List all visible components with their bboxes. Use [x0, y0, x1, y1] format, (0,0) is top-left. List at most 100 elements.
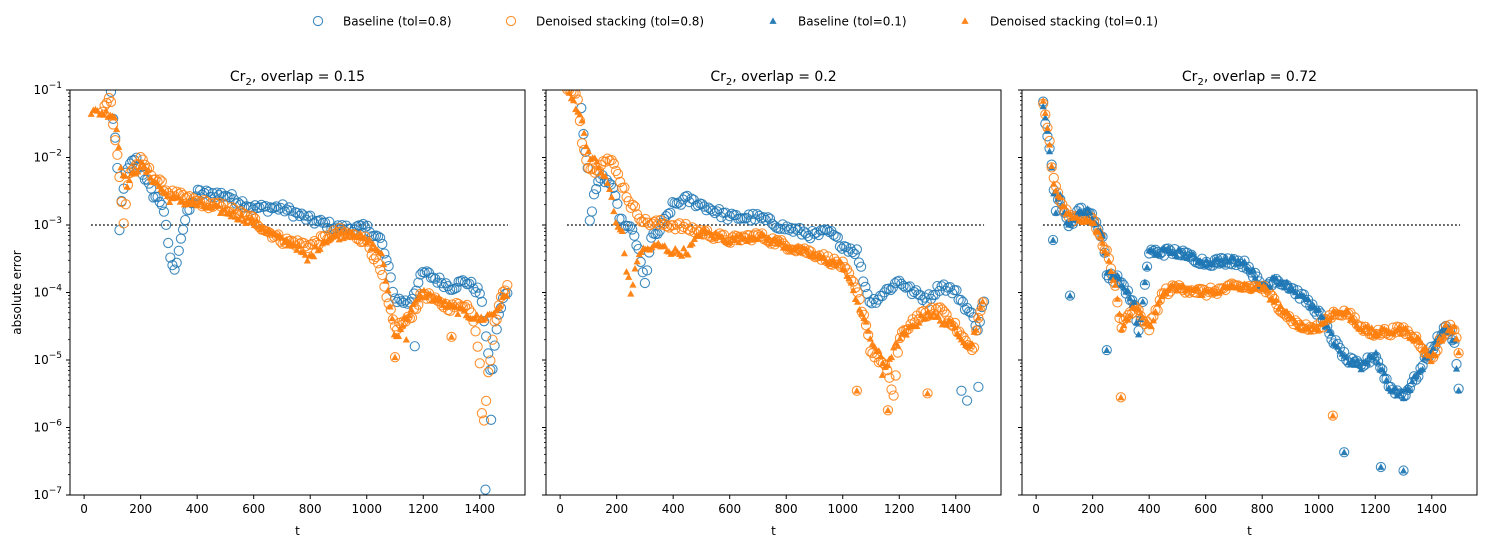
data-point	[480, 331, 492, 342]
data-point	[480, 484, 491, 495]
data-point	[472, 341, 483, 352]
data-point	[678, 252, 686, 259]
panel-title: Cr2, overlap = 0.15	[230, 69, 365, 88]
data-point	[1117, 393, 1125, 401]
data-point	[1382, 376, 1391, 383]
data-point	[1049, 236, 1057, 243]
data-point	[1357, 365, 1365, 373]
data-point	[502, 279, 513, 291]
data-point	[380, 260, 388, 268]
data-point	[877, 352, 885, 359]
data-point	[1363, 322, 1372, 330]
data-point	[1283, 278, 1291, 285]
data-point	[1113, 295, 1121, 302]
data-point	[896, 334, 904, 342]
data-point	[1164, 244, 1172, 252]
data-point	[603, 179, 612, 186]
data-point	[961, 395, 973, 406]
data-point	[851, 385, 863, 396]
data-point	[388, 314, 396, 322]
data-point	[303, 257, 311, 264]
data-point	[764, 234, 773, 241]
data-point	[756, 213, 767, 224]
data-point	[278, 234, 286, 241]
data-point	[894, 332, 906, 344]
data-point	[1368, 324, 1376, 331]
data-point	[112, 149, 123, 160]
data-point	[849, 248, 860, 260]
data-point	[853, 298, 862, 305]
data-point	[1298, 319, 1306, 326]
data-point	[593, 157, 601, 165]
data-point	[166, 198, 174, 205]
data-point	[972, 326, 980, 333]
data-point	[773, 240, 781, 247]
data-point	[87, 110, 95, 117]
data-point	[422, 293, 430, 301]
x-tick-label: 800	[299, 502, 322, 516]
outliers-baseline-tol01	[1049, 236, 1408, 474]
data-point	[887, 353, 896, 361]
data-point	[110, 132, 121, 143]
data-point	[1455, 348, 1463, 356]
data-point	[1255, 280, 1263, 288]
data-point	[282, 236, 290, 243]
data-point	[862, 318, 870, 325]
data-point	[319, 217, 331, 228]
data-point	[886, 384, 897, 395]
data-point	[171, 257, 182, 268]
data-point	[1370, 353, 1378, 361]
data-point	[890, 370, 901, 381]
data-point	[177, 224, 189, 235]
data-point	[898, 280, 909, 292]
data-point	[837, 258, 845, 265]
data-point	[576, 138, 588, 149]
data-point	[1359, 327, 1367, 335]
legend-entry: Baseline (tol=0.8)	[312, 15, 452, 29]
data-point	[1376, 329, 1384, 336]
data-point	[1115, 310, 1124, 317]
series-denoised-tol01	[1039, 97, 1463, 365]
data-point	[595, 163, 603, 171]
data-point	[250, 221, 259, 228]
data-point	[1219, 261, 1227, 268]
data-point	[472, 282, 483, 293]
data-point	[629, 281, 637, 288]
data-point	[356, 229, 364, 237]
data-point	[1450, 322, 1458, 330]
data-point	[1266, 282, 1274, 290]
data-point	[1238, 283, 1247, 291]
data-point	[974, 314, 982, 321]
data-point	[1377, 463, 1385, 470]
data-point	[434, 272, 445, 283]
data-point	[396, 296, 407, 307]
data-point	[316, 245, 324, 252]
data-point	[337, 228, 345, 236]
data-point	[414, 295, 422, 303]
data-point	[382, 277, 390, 284]
data-point	[301, 251, 309, 258]
data-point	[1124, 287, 1132, 294]
data-point	[384, 286, 392, 294]
data-point	[1060, 202, 1068, 210]
data-point	[235, 216, 244, 223]
data-point	[439, 301, 447, 309]
data-point	[105, 96, 117, 108]
data-point	[1281, 283, 1289, 291]
data-point	[305, 210, 316, 221]
data-point	[661, 242, 669, 249]
data-point	[627, 199, 639, 211]
data-point	[1115, 275, 1124, 282]
data-point	[1209, 261, 1217, 268]
data-point	[1375, 461, 1387, 473]
data-point	[1340, 310, 1348, 318]
data-point	[1156, 297, 1164, 304]
data-point	[1380, 369, 1389, 377]
data-point	[1321, 318, 1329, 325]
data-point	[1139, 297, 1147, 305]
data-point	[1327, 329, 1336, 337]
outliers-denoised-tol01	[1117, 393, 1337, 419]
data-point	[1179, 281, 1187, 289]
data-point	[913, 322, 921, 330]
